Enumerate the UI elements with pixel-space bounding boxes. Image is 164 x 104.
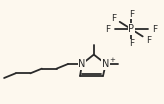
Text: F: F — [129, 10, 134, 19]
Text: F: F — [152, 25, 157, 34]
Text: N: N — [78, 59, 86, 69]
Text: F: F — [105, 25, 111, 34]
Text: P: P — [128, 24, 134, 34]
Text: N: N — [102, 59, 109, 69]
Text: +: + — [109, 57, 115, 63]
Text: F: F — [111, 14, 117, 23]
Text: F: F — [129, 39, 134, 48]
Text: F: F — [146, 36, 151, 45]
